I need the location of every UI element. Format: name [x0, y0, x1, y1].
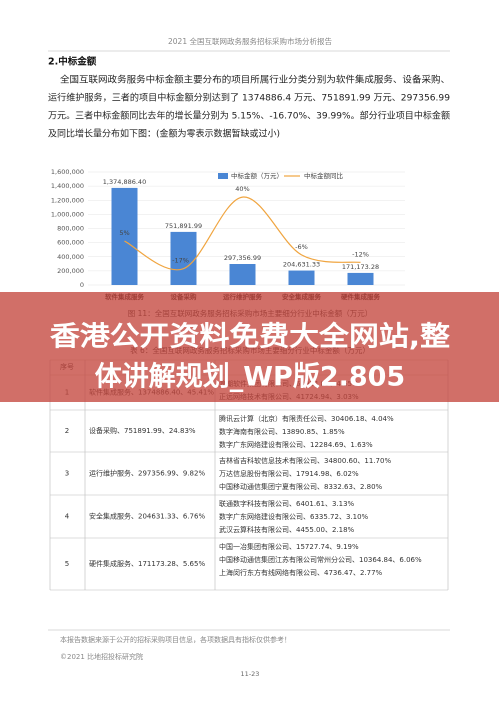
banner-text: 香港公开资料免费大全网站,整	[50, 321, 450, 353]
bar-value-label: 1,374,886.40	[103, 178, 146, 186]
bar-value-label: 171,173.28	[342, 263, 379, 271]
legend-label: 中标金额（万元）	[231, 171, 283, 180]
y-tick-label: 1,000,000	[51, 210, 84, 218]
cell-no: 3	[65, 470, 69, 478]
header-title: 2021 全国互联网政务服务招标采购市场分析报告	[168, 36, 332, 46]
cell-industry: 设备采购、751891.99、24.83%	[89, 426, 196, 435]
cell-company: 上海闵行东方有线网络有限公司、4736.47、2.77%	[219, 568, 383, 577]
footer-note: 本报告数据来源于公开的招标采购项目信息，各项数据具有指标仅供参考！	[60, 635, 291, 644]
bar	[288, 270, 315, 285]
line-value-label: -12%	[352, 250, 369, 258]
page-number: 11-23	[241, 670, 260, 678]
cell-company: 万达信息股份有限公司、17914.98、6.02%	[219, 469, 359, 478]
bar	[229, 263, 256, 285]
line-value-label: 40%	[235, 185, 249, 193]
section-title: 2.中标金额	[48, 56, 97, 68]
cell-company: 中国移动通信集团江苏有限公司常州分公司、10364.84、6.06%	[219, 555, 422, 564]
cell-no: 5	[65, 560, 69, 568]
line-value-label: 5%	[119, 229, 129, 237]
y-tick-label: 600,000	[57, 239, 84, 247]
paragraph-line: 及同比增长量分布如下图：(金额为零表示数据暂缺或过小)	[48, 128, 280, 140]
cell-company: 中国一冶集团有限公司、15727.74、9.19%	[219, 542, 359, 551]
cell-company: 数字广东网络建设有限公司、6335.72、3.10%	[219, 512, 369, 521]
cell-company: 中国移动通信集团宁夏有限公司、8332.63、2.80%	[219, 482, 383, 491]
cell-industry: 运行维护服务、297356.99、9.82%	[89, 469, 205, 478]
paragraph-line: 全国互联网政务服务中标金额主要分布的项目所属行业分类分别为软件集成服务、设备采购…	[60, 74, 450, 86]
cell-company: 数字海南有限公司、13890.85、1.85%	[219, 427, 345, 436]
cell-no: 2	[65, 427, 69, 435]
legend-label: 中标金额同比	[304, 171, 344, 180]
paragraph-line: 万元。三者中标金额同比去年的增长量分别为 5.15%、-16.70%、39.99…	[48, 110, 450, 122]
line-value-label: -6%	[295, 243, 308, 251]
cell-industry: 安全集成服务、204631.33、6.76%	[89, 512, 205, 521]
bar	[111, 187, 138, 285]
y-tick-label: 400,000	[57, 253, 84, 261]
y-tick-label: 200,000	[57, 267, 84, 275]
y-tick-label: 800,000	[57, 225, 84, 233]
cell-no: 4	[65, 513, 70, 521]
paragraph-line: 运行维护服务，三者的项目中标金额分别达到了 1374886.4 万元、75189…	[48, 92, 450, 104]
bar-value-label: 751,891.99	[165, 222, 202, 230]
bar-value-label: 297,356.99	[224, 254, 261, 262]
line-value-label: -17%	[172, 257, 189, 265]
cell-company: 武汉云算科技有限公司、4455.00、2.18%	[219, 525, 355, 534]
y-tick-label: 0	[80, 281, 84, 289]
cell-company: 数字广东网络建设有限公司、12284.69、1.63%	[219, 440, 373, 449]
legend-swatch	[218, 173, 228, 179]
y-tick-label: 1,400,000	[51, 182, 84, 190]
y-tick-label: 1,600,000	[51, 168, 84, 176]
bar-value-label: 204,631.33	[283, 261, 320, 269]
cell-company: 腾讯云计算（北京）有限责任公司、30406.18、4.04%	[219, 414, 394, 423]
y-tick-label: 1,200,000	[51, 196, 84, 204]
footer-copyright: ©2021 比地招投标研究院	[60, 652, 143, 661]
banner	[0, 292, 499, 402]
line-series	[124, 196, 361, 271]
cell-company: 联通数字科技有限公司、6401.61、3.13%	[219, 499, 355, 508]
banner-text: 体讲解规划_WP版2.805	[95, 362, 405, 393]
cell-company: 吉林省吉科软信息技术有限公司、34800.60、11.70%	[219, 456, 391, 465]
bar	[347, 272, 374, 285]
cell-industry: 硬件集成服务、171173.28、5.65%	[89, 559, 205, 568]
bar	[170, 231, 197, 285]
